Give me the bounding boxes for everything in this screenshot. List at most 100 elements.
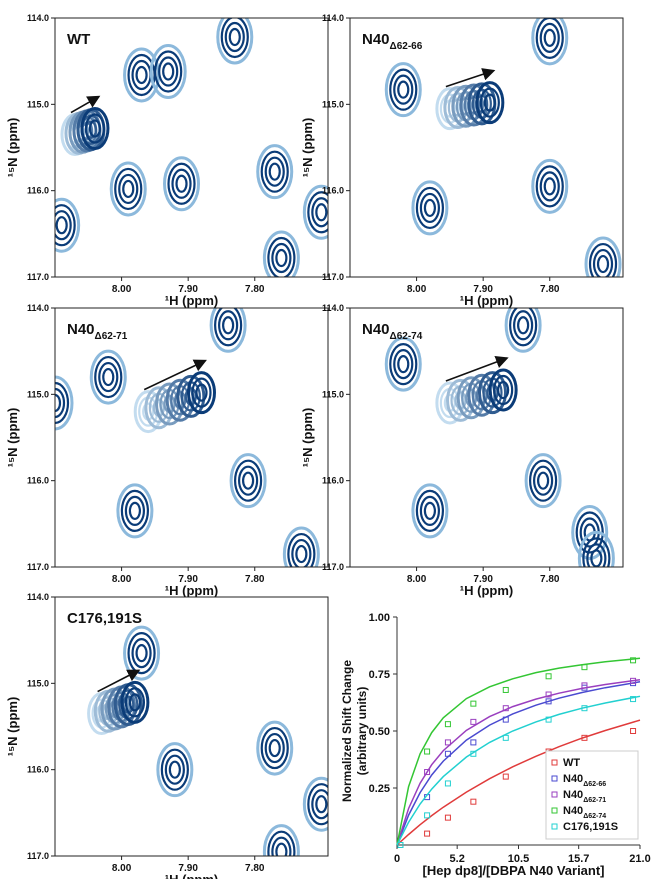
nmr-panel: 8.00 7.90 7.80 114.0 115.0 116.0 117.0 ¹H (ppm)… — [5, 303, 329, 598]
peak-contour — [389, 68, 418, 111]
titration-contour — [84, 113, 106, 144]
titration-contour — [80, 107, 110, 151]
peak-contour — [171, 168, 192, 199]
peak-contour — [123, 625, 161, 681]
peak-contour — [384, 336, 422, 392]
peak-contour — [168, 760, 181, 779]
data-point — [581, 734, 588, 741]
data-point — [630, 657, 637, 664]
peak-contour — [267, 830, 296, 856]
peak-contour — [94, 355, 123, 399]
data-point — [630, 696, 637, 703]
peak-contour — [315, 203, 328, 222]
peak-contour — [268, 162, 281, 181]
peak-contour — [536, 471, 550, 490]
peak-contour — [229, 453, 267, 509]
plot-frame — [54, 596, 329, 857]
legend-name: N40 — [563, 805, 583, 817]
data-point — [470, 750, 477, 757]
fit-curve — [396, 681, 641, 846]
peak-contour — [588, 242, 618, 277]
peak-contour — [268, 738, 281, 758]
peak-contour — [415, 489, 445, 532]
data-point — [502, 705, 509, 712]
peak-contour — [509, 308, 538, 347]
y-tick-label: 116.0 — [322, 476, 344, 486]
peak-contour — [164, 754, 185, 785]
y-tick-label: 0.25 — [369, 783, 390, 795]
peak-contour — [262, 230, 300, 277]
x-tick-label: 7.80 — [245, 863, 265, 874]
peak-contour — [262, 824, 300, 856]
data-point — [444, 780, 451, 787]
legend-subscript: Δ62-74 — [583, 813, 606, 820]
y-tick-label: 114.0 — [322, 303, 344, 313]
x-tick-label: 8.00 — [112, 863, 132, 874]
peak-contour — [577, 530, 615, 567]
spectrum-area — [87, 625, 328, 856]
peak-contour — [154, 50, 183, 93]
peak-contour — [260, 150, 289, 193]
titration-contour — [176, 374, 206, 418]
peak-contour — [419, 495, 441, 526]
legend-label: N40Δ62-71 — [563, 789, 606, 804]
peak-contour — [55, 375, 74, 431]
peak-contour — [156, 742, 194, 798]
peak-contour — [220, 18, 249, 59]
legend-label: N40Δ62-74 — [563, 805, 606, 820]
data-point — [630, 677, 637, 684]
y-tick-label: 116.0 — [322, 186, 344, 196]
y-tick-label: 0.50 — [369, 726, 390, 738]
data-point — [444, 721, 451, 728]
peak-contour — [55, 204, 76, 247]
x-tick-label: 21.0 — [629, 853, 650, 865]
y-axis-label: ¹⁵N (ppm) — [5, 697, 20, 757]
peak-contour — [267, 236, 296, 277]
y-axis-label-2: (arbitrary units) — [355, 687, 369, 776]
peak-contour — [89, 349, 127, 405]
peak-contour — [167, 162, 196, 205]
peak-contour — [586, 543, 607, 567]
shift-arrow — [70, 95, 101, 114]
y-tick-label: 115.0 — [27, 99, 49, 109]
titration-contour — [493, 374, 514, 406]
titration-contour — [88, 119, 102, 138]
y-tick-label: 117.0 — [322, 562, 344, 572]
y-tick-label: 116.0 — [27, 186, 49, 196]
x-tick-label: 10.5 — [508, 853, 529, 865]
x-tick-label: 8.00 — [112, 574, 132, 585]
legend-swatch — [551, 759, 558, 766]
peak-contour — [228, 27, 241, 47]
peak-contour — [531, 18, 569, 66]
y-tick-label: 117.0 — [27, 272, 49, 282]
peak-contour — [389, 343, 418, 386]
x-tick-label: 7.90 — [178, 574, 198, 585]
peak-contour — [124, 495, 146, 526]
y-tick-label: 117.0 — [27, 851, 49, 861]
peak-contour — [397, 80, 410, 99]
data-point — [424, 769, 431, 776]
x-tick-label: 7.80 — [540, 284, 560, 295]
data-point — [502, 686, 509, 693]
data-point — [424, 812, 431, 819]
data-point — [444, 739, 451, 746]
y-tick-label: 114.0 — [322, 13, 344, 23]
data-point — [470, 718, 477, 725]
peak-contour — [55, 387, 66, 419]
peak-contour — [135, 65, 148, 85]
titration-contour — [475, 81, 505, 125]
x-tick-label: 7.90 — [178, 284, 198, 295]
peak-contour — [311, 789, 328, 820]
data-point — [545, 673, 552, 680]
x-axis-label: ¹H (ppm) — [460, 583, 513, 598]
panel-title: WT — [67, 31, 90, 48]
plot-frame — [54, 307, 329, 568]
titration-contour — [191, 377, 212, 408]
peak-contour — [571, 504, 609, 560]
spectrum-area — [384, 18, 622, 277]
plot-frame — [349, 307, 624, 568]
panel-title-main: N40 — [362, 321, 390, 338]
data-point — [581, 682, 588, 689]
legend-swatch — [551, 775, 558, 782]
y-tick-label: 117.0 — [27, 562, 49, 572]
